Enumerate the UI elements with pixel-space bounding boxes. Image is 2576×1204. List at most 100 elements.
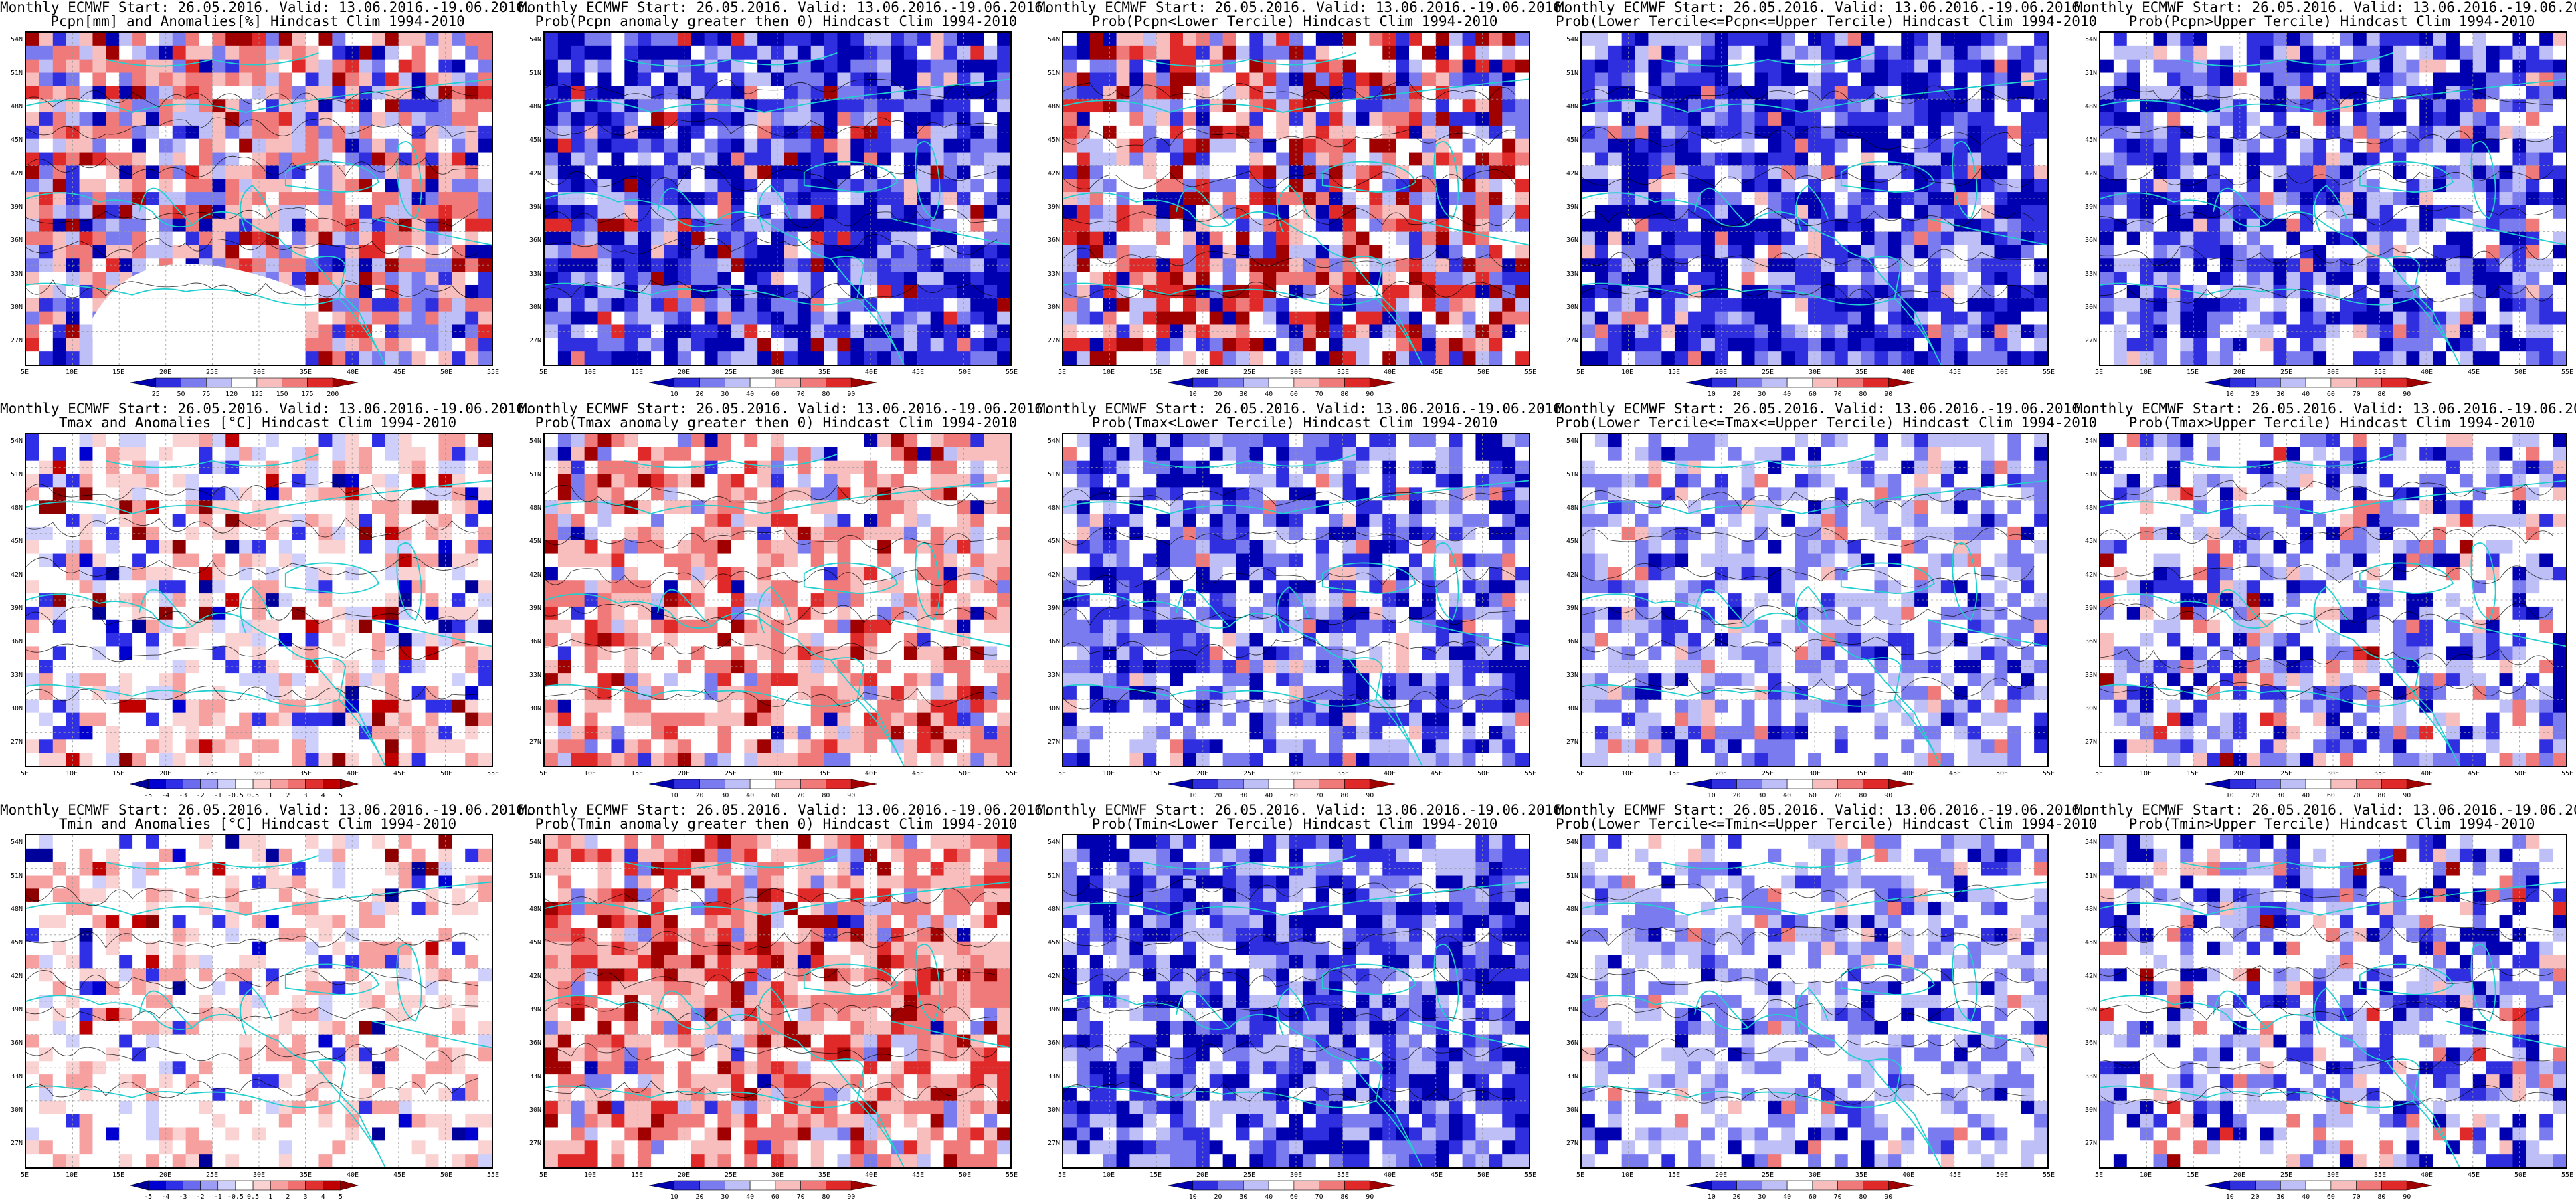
field-cell	[1409, 324, 1423, 338]
field-cell	[465, 45, 479, 60]
field-cell	[1422, 72, 1437, 86]
field-cell	[731, 33, 745, 47]
field-cell	[1661, 272, 1675, 286]
field-cell	[1795, 179, 1809, 193]
field-cell	[597, 165, 612, 179]
field-cell	[1594, 45, 1609, 60]
field-cell	[92, 460, 106, 475]
field-cell	[2526, 112, 2540, 126]
field-cell	[677, 205, 692, 219]
field-cell	[970, 99, 984, 113]
field-cell	[704, 192, 719, 206]
field-cell	[1914, 45, 1928, 60]
field-cell	[1236, 218, 1250, 233]
field-cell	[1435, 72, 1450, 86]
field-cell	[903, 45, 918, 60]
colorbar-tick-label: 90	[847, 391, 856, 398]
field-cell	[2526, 272, 2540, 286]
field-cell	[2260, 272, 2274, 286]
field-cell	[1222, 284, 1237, 299]
field-cell	[212, 434, 226, 448]
field-cell	[1315, 245, 1330, 259]
field-cell	[2366, 112, 2381, 126]
field-cell	[26, 72, 40, 86]
field-cell	[411, 447, 426, 462]
field-cell	[1675, 33, 1689, 47]
field-cell	[1661, 59, 1675, 74]
field-cell	[1475, 298, 1489, 312]
field-cell	[571, 272, 585, 286]
field-cell	[717, 311, 731, 325]
field-cell	[452, 205, 466, 219]
field-cell	[1795, 311, 1809, 325]
field-cell	[984, 205, 998, 219]
field-cell	[2472, 258, 2487, 272]
field-cell	[1834, 258, 1849, 272]
field-cell	[1289, 298, 1303, 312]
field-cell	[265, 447, 280, 462]
latitude-label: 42N	[10, 170, 23, 177]
field-cell	[1994, 86, 2008, 100]
field-cell	[106, 72, 120, 86]
field-cell	[372, 33, 386, 47]
field-cell	[2300, 179, 2314, 193]
field-cell	[1608, 112, 1623, 126]
field-cell	[2313, 45, 2327, 60]
field-cell	[132, 138, 147, 153]
latitude-label: 39N	[529, 203, 541, 211]
field-cell	[2446, 179, 2460, 193]
field-cell	[1170, 311, 1184, 325]
field-cell	[1076, 72, 1091, 86]
field-cell	[1688, 245, 1702, 259]
field-cell	[1834, 272, 1849, 286]
field-cell	[1435, 205, 1450, 219]
field-cell	[1116, 311, 1130, 325]
field-cell	[2553, 284, 2566, 299]
field-cell	[903, 125, 918, 140]
field-cell	[1143, 258, 1157, 272]
field-cell	[239, 72, 253, 86]
field-cell	[52, 72, 67, 86]
field-cell	[1156, 45, 1170, 60]
field-cell	[345, 218, 359, 233]
field-cell	[1981, 218, 1995, 233]
field-cell	[744, 205, 758, 219]
field-cell	[1861, 231, 1875, 245]
field-cell	[2007, 338, 2021, 352]
coastline	[1927, 217, 2047, 246]
field-cell	[265, 460, 280, 475]
field-cell	[1714, 284, 1729, 299]
field-cell	[717, 72, 731, 86]
field-cell	[2339, 231, 2354, 245]
coastline	[758, 185, 792, 232]
field-cell	[1795, 205, 1809, 219]
field-cell	[52, 284, 67, 299]
field-cell	[2273, 205, 2287, 219]
field-cell	[278, 86, 293, 100]
field-cell	[744, 311, 758, 325]
field-cell	[1302, 165, 1317, 179]
field-cell	[2273, 179, 2287, 193]
colorbar-tick-label: 30	[721, 391, 729, 398]
field-cell	[557, 86, 572, 100]
field-cell	[2499, 45, 2513, 60]
field-cell	[132, 205, 147, 219]
field-cell	[1116, 112, 1130, 126]
field-cell	[106, 45, 120, 60]
field-cell	[2433, 338, 2447, 352]
field-cell	[624, 192, 638, 206]
field-cell	[1808, 112, 1822, 126]
field-cell	[2446, 86, 2460, 100]
field-cell	[1728, 231, 1742, 245]
field-cell	[332, 138, 346, 153]
field-cell	[39, 205, 54, 219]
field-cell	[465, 487, 479, 501]
field-cell	[1409, 351, 1423, 365]
field-cell	[2553, 138, 2566, 153]
field-cell	[557, 351, 572, 365]
field-cell	[239, 152, 253, 166]
field-cell	[1874, 205, 1888, 219]
field-cell	[212, 474, 226, 488]
field-cell	[1182, 351, 1197, 365]
field-cell	[691, 311, 705, 325]
